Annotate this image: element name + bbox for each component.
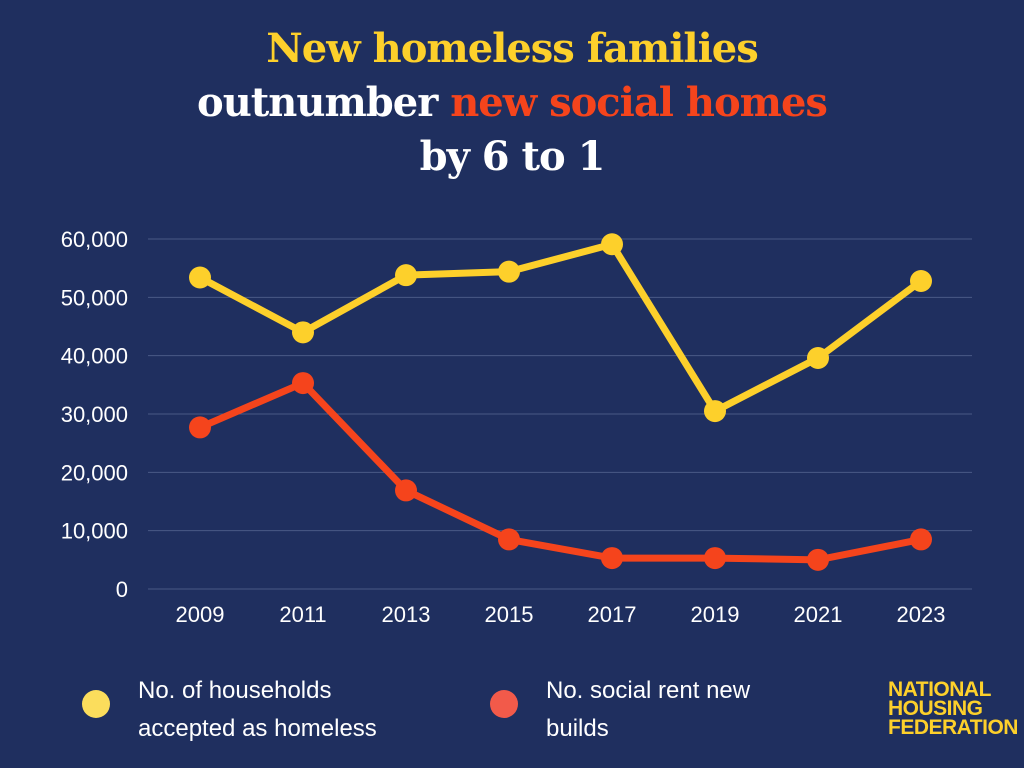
data-point-social-rent xyxy=(292,372,314,395)
data-point-social-rent xyxy=(910,528,932,551)
legend-label-social: No. social rent new builds xyxy=(546,672,750,748)
data-point-homeless xyxy=(704,400,726,423)
legend-label-homeless-line2: accepted as homeless xyxy=(138,715,377,742)
x-tick-label: 2021 xyxy=(794,602,843,627)
logo-line-2: HOUSING xyxy=(888,697,983,720)
title-line-2-red: new social homes xyxy=(450,79,828,126)
logo-line-1: NATIONAL xyxy=(888,678,991,701)
data-point-social-rent xyxy=(498,528,520,551)
logo-line-3: FEDERATION xyxy=(888,716,1018,739)
legend-label-homeless-line1: No. of households xyxy=(138,677,332,704)
x-tick-label: 2011 xyxy=(279,602,326,627)
legend-item-social: No. social rent new builds xyxy=(490,672,750,748)
data-point-homeless xyxy=(601,233,623,256)
x-tick-label: 2009 xyxy=(176,602,225,627)
title-line-2-white: outnumber xyxy=(197,79,451,126)
legend-label-homeless: No. of households accepted as homeless xyxy=(138,672,377,748)
x-tick-label: 2019 xyxy=(691,602,740,627)
y-tick-label: 0 xyxy=(116,577,128,602)
data-point-social-rent xyxy=(807,548,829,571)
national-housing-federation-logo: NATIONAL HOUSING FEDERATION xyxy=(888,678,1018,739)
legend-label-social-line1: No. social rent new xyxy=(546,677,751,704)
title-line-1: New homeless families xyxy=(266,25,759,72)
data-point-homeless xyxy=(498,260,520,283)
data-point-social-rent xyxy=(189,416,211,439)
legend-item-homeless: No. of households accepted as homeless xyxy=(82,672,377,748)
data-point-social-rent xyxy=(395,479,417,502)
chart-title: New homeless families outnumber new soci… xyxy=(0,22,1024,184)
y-tick-label: 50,000 xyxy=(61,285,128,310)
y-tick-label: 40,000 xyxy=(61,344,128,369)
title-line-3: by 6 to 1 xyxy=(419,133,606,180)
legend-dot-homeless xyxy=(82,690,110,718)
series-line-homeless xyxy=(196,240,925,415)
x-tick-label: 2017 xyxy=(588,602,637,627)
data-point-homeless xyxy=(910,270,932,292)
legend-dot-social xyxy=(490,690,518,718)
legend-label-social-line2: builds xyxy=(546,715,609,742)
data-point-homeless xyxy=(395,264,417,287)
data-point-homeless xyxy=(807,347,829,369)
y-tick-label: 60,000 xyxy=(61,227,128,252)
data-point-homeless xyxy=(189,266,211,289)
x-tick-label: 2015 xyxy=(485,602,534,627)
y-tick-label: 30,000 xyxy=(61,402,128,427)
title-line-2: outnumber new social homes xyxy=(0,76,1024,130)
x-tick-label: 2023 xyxy=(897,602,946,627)
data-point-homeless xyxy=(292,321,314,344)
series-line-social-rent xyxy=(196,379,925,564)
y-tick-label: 20,000 xyxy=(61,460,128,485)
data-point-social-rent xyxy=(601,547,623,570)
x-tick-label: 2013 xyxy=(382,602,431,627)
y-tick-label: 10,000 xyxy=(61,519,128,544)
data-point-social-rent xyxy=(704,547,726,570)
